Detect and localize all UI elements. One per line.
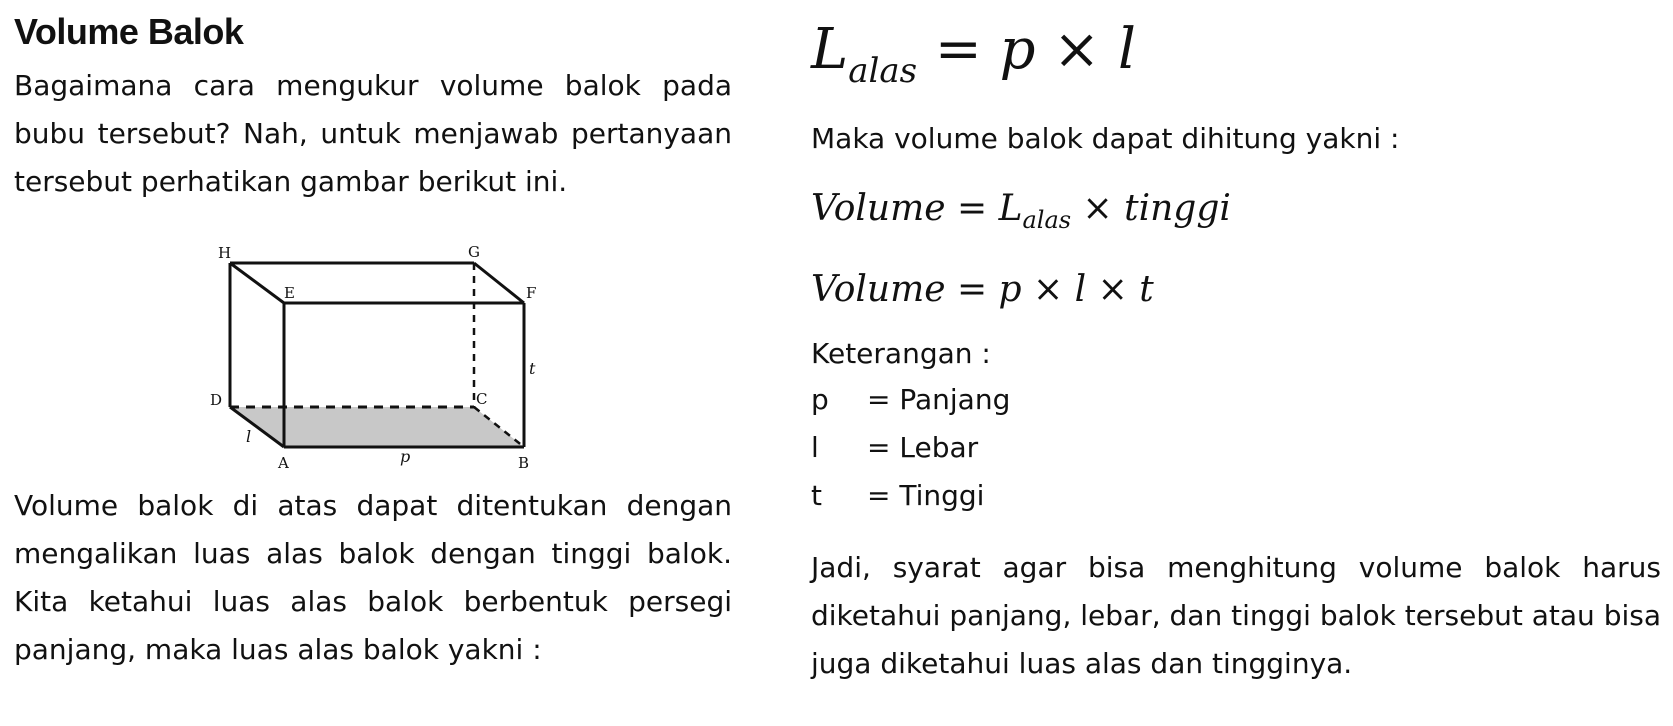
formula-base-rhs: = p × l	[917, 17, 1136, 82]
vertex-g: G	[468, 243, 480, 261]
page-title: Volume Balok	[14, 11, 244, 52]
maka-sentence: Maka volume balok dapat dihitung yakni :	[811, 122, 1400, 155]
formula-base-sub: alas	[848, 51, 918, 91]
keterangan-symbol: t	[811, 479, 822, 512]
formula-volume-2: Volume = p × l × t	[811, 269, 1154, 310]
label-p: p	[400, 447, 410, 466]
keterangan-desc: = Lebar	[867, 431, 979, 464]
edge-da	[229, 405, 285, 449]
keterangan-symbol: p	[811, 383, 829, 416]
formula-volume-1-lhs: Volume =	[811, 188, 999, 229]
formula-base-L: L	[811, 17, 849, 82]
cuboid-figure: H G E F D C A B t l p	[174, 240, 554, 480]
vertex-e: E	[284, 284, 295, 302]
vertex-d: D	[210, 391, 222, 409]
explanation-paragraph: Volume balok di atas dapat ditentukan de…	[14, 489, 732, 666]
base-face	[230, 407, 524, 447]
keterangan-item: l = Lebar	[811, 424, 1661, 472]
vertex-a: A	[277, 454, 289, 472]
formula-volume-1: Volume = Lalas × tinggi	[811, 181, 1661, 248]
cuboid-diagram: H G E F D C A B t l p	[210, 243, 536, 472]
formula-volume-1-L: L	[998, 188, 1023, 229]
keterangan-item: p = Panjang	[811, 376, 1661, 424]
label-l: l	[246, 427, 251, 446]
keterangan-symbol: l	[811, 431, 819, 464]
keterangan-item: t = Tinggi	[811, 472, 1661, 520]
formula-volume-1-rhs: × tinggi	[1071, 188, 1231, 229]
left-column: Volume Balok Bagaimana cara mengukur vol…	[14, 0, 732, 666]
vertex-h: H	[218, 244, 231, 262]
formula-base-area: Lalas = p × l	[811, 14, 1661, 107]
vertex-c: C	[476, 390, 487, 408]
closing-paragraph: Jadi, syarat agar bisa menghitung volume…	[811, 551, 1661, 680]
edge-gf	[473, 261, 525, 305]
vertex-b: B	[518, 454, 529, 472]
keterangan-list: p = Panjang l = Lebar t = Tinggi	[811, 376, 1661, 520]
keterangan-desc: = Tinggi	[867, 479, 985, 512]
formula-volume-1-sub: alas	[1022, 206, 1072, 234]
keterangan-title: Keterangan :	[811, 337, 991, 370]
intro-paragraph: Bagaimana cara mengukur volume balok pad…	[14, 69, 732, 198]
edge-he	[229, 261, 285, 305]
vertex-f: F	[526, 284, 536, 302]
keterangan-desc: = Panjang	[867, 383, 1011, 416]
right-column: Lalas = p × l Maka volume balok dapat di…	[811, 0, 1661, 716]
edge-cb	[473, 406, 525, 448]
label-t: t	[529, 359, 536, 378]
